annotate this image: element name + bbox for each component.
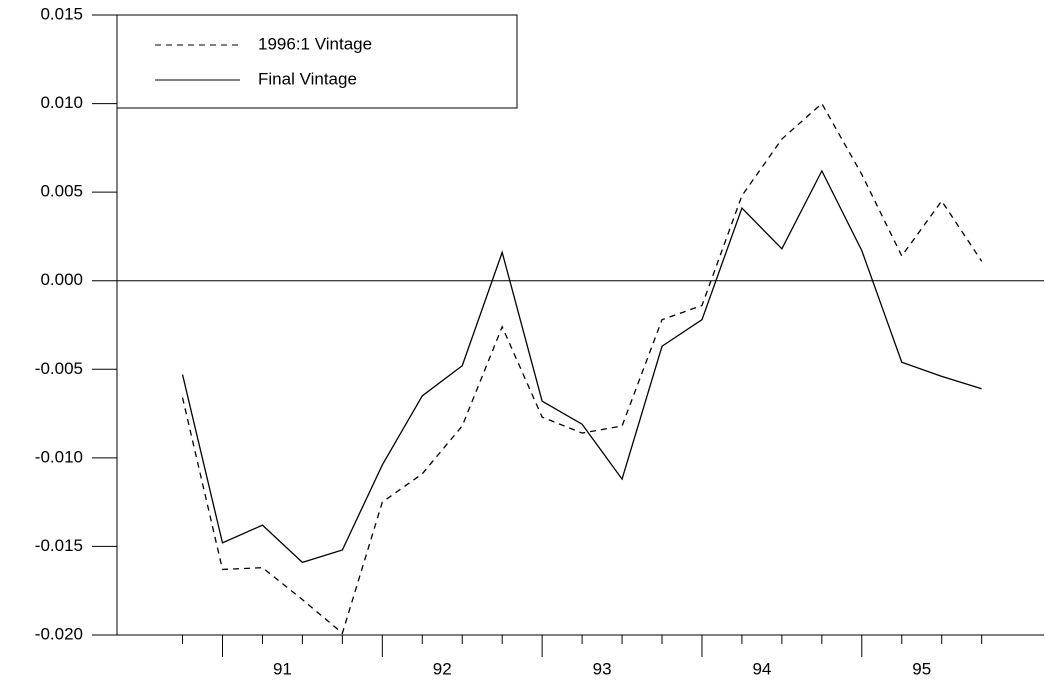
y-tick-label: 0.000	[40, 270, 83, 289]
y-tick-label: -0.005	[35, 359, 83, 378]
legend-box	[117, 14, 518, 109]
y-tick-label: -0.015	[35, 536, 83, 555]
legend-label: Final Vintage	[258, 69, 357, 88]
x-tick-label: 91	[273, 659, 292, 678]
series-line	[181, 102, 983, 635]
y-tick-label: 0.015	[40, 4, 83, 23]
x-tick-label: 92	[433, 659, 452, 678]
y-tick-label: 0.005	[40, 182, 83, 201]
series-line	[181, 169, 982, 564]
y-tick-label: -0.010	[35, 447, 83, 466]
legend-label: 1996:1 Vintage	[258, 34, 372, 53]
x-tick-label: 93	[593, 659, 612, 678]
y-tick-label: -0.020	[35, 624, 83, 643]
x-tick-label: 95	[912, 659, 931, 678]
y-tick-label: 0.010	[40, 93, 83, 112]
x-tick-label: 94	[752, 659, 771, 678]
